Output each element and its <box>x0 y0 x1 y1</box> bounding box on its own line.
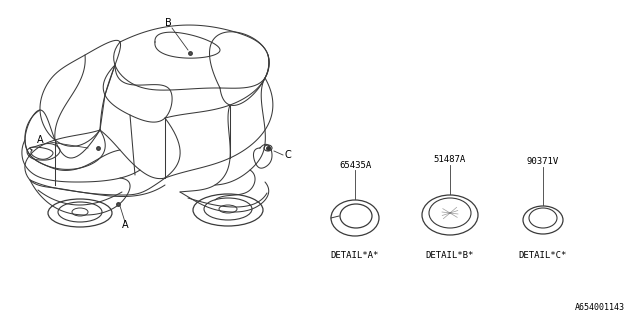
Text: 65435A: 65435A <box>339 161 371 170</box>
Text: 51487A: 51487A <box>434 156 466 164</box>
Text: C: C <box>285 150 291 160</box>
Text: 90371V: 90371V <box>527 157 559 166</box>
Text: A654001143: A654001143 <box>575 303 625 313</box>
Text: DETAIL*C*: DETAIL*C* <box>519 251 567 260</box>
Text: A: A <box>122 220 128 230</box>
Text: A: A <box>36 135 44 145</box>
Text: DETAIL*A*: DETAIL*A* <box>331 251 379 260</box>
Text: DETAIL*B*: DETAIL*B* <box>426 251 474 260</box>
Text: B: B <box>164 18 172 28</box>
